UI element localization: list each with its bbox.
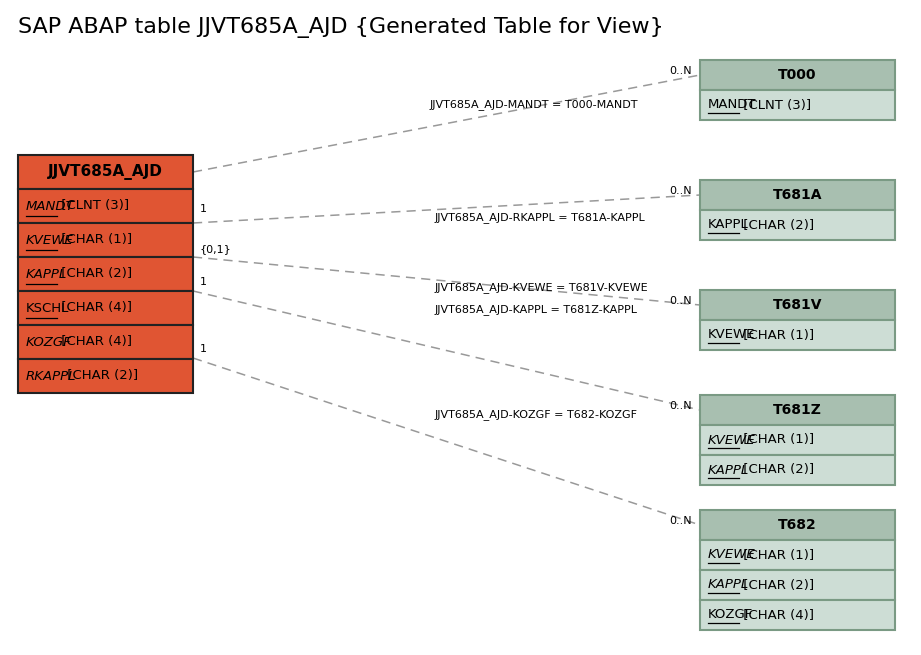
Text: 0..N: 0..N (670, 296, 692, 306)
Bar (18, 189, 193, 223)
Text: [CHAR (1)]: [CHAR (1)] (57, 233, 132, 246)
Text: [CHAR (2)]: [CHAR (2)] (739, 219, 814, 231)
Text: 0..N: 0..N (670, 186, 692, 196)
Text: MANDT: MANDT (26, 200, 75, 212)
Text: [CHAR (4)]: [CHAR (4)] (739, 608, 814, 622)
Bar (18, 291, 193, 325)
Text: JJVT685A_AJD: JJVT685A_AJD (48, 164, 163, 180)
Text: 0..N: 0..N (670, 401, 692, 411)
Text: KVEWE: KVEWE (708, 434, 756, 447)
Text: JJVT685A_AJD-KOZGF = T682-KOZGF: JJVT685A_AJD-KOZGF = T682-KOZGF (435, 409, 638, 421)
Text: MANDT: MANDT (708, 98, 756, 111)
Text: KVEWE: KVEWE (708, 329, 755, 341)
Text: KAPPL: KAPPL (708, 464, 750, 476)
Text: [CHAR (4)]: [CHAR (4)] (57, 301, 132, 314)
Text: JJVT685A_AJD-KAPPL = T681Z-KAPPL: JJVT685A_AJD-KAPPL = T681Z-KAPPL (435, 305, 638, 316)
Bar (700, 290, 895, 320)
Text: [CHAR (2)]: [CHAR (2)] (739, 464, 814, 476)
Text: T682: T682 (778, 518, 817, 532)
Text: KAPPL: KAPPL (708, 219, 749, 231)
Bar (700, 60, 895, 90)
Text: [CLNT (3)]: [CLNT (3)] (57, 200, 129, 212)
Text: 1: 1 (200, 344, 207, 354)
Text: KAPPL: KAPPL (708, 578, 750, 591)
Bar (700, 540, 895, 570)
Text: JJVT685A_AJD-MANDT = T000-MANDT: JJVT685A_AJD-MANDT = T000-MANDT (430, 100, 638, 111)
Bar (700, 320, 895, 350)
Text: [CLNT (3)]: [CLNT (3)] (739, 98, 811, 111)
Text: [CHAR (2)]: [CHAR (2)] (64, 369, 138, 383)
Bar (700, 180, 895, 210)
Bar (18, 155, 193, 189)
Text: T000: T000 (778, 68, 817, 82)
Text: 1: 1 (200, 277, 207, 287)
Text: T681A: T681A (773, 188, 822, 202)
Text: {0,1}: {0,1} (200, 244, 232, 254)
Text: RKAPPL: RKAPPL (26, 369, 76, 383)
Text: [CHAR (1)]: [CHAR (1)] (739, 434, 814, 447)
Bar (18, 359, 193, 393)
Text: JJVT685A_AJD-KVEWE = T681V-KVEWE: JJVT685A_AJD-KVEWE = T681V-KVEWE (435, 282, 648, 293)
Text: [CHAR (2)]: [CHAR (2)] (739, 578, 814, 591)
Bar (700, 510, 895, 540)
Text: KAPPL: KAPPL (26, 267, 67, 280)
Text: 1: 1 (200, 204, 207, 214)
Text: T681V: T681V (773, 298, 822, 312)
Text: [CHAR (1)]: [CHAR (1)] (739, 329, 814, 341)
Text: KOZGF: KOZGF (26, 335, 72, 348)
Bar (700, 395, 895, 425)
Text: 0..N: 0..N (670, 66, 692, 76)
Bar (18, 325, 193, 359)
Text: 0..N: 0..N (670, 516, 692, 526)
Text: [CHAR (1)]: [CHAR (1)] (739, 548, 814, 561)
Bar (700, 210, 895, 240)
Bar (700, 425, 895, 455)
Text: T681Z: T681Z (773, 403, 822, 417)
Text: KOZGF: KOZGF (708, 608, 753, 622)
Text: [CHAR (2)]: [CHAR (2)] (57, 267, 132, 280)
Text: KVEWE: KVEWE (26, 233, 74, 246)
Bar (700, 90, 895, 120)
Bar (700, 600, 895, 630)
Text: JJVT685A_AJD-RKAPPL = T681A-KAPPL: JJVT685A_AJD-RKAPPL = T681A-KAPPL (435, 212, 646, 223)
Text: KVEWE: KVEWE (708, 548, 756, 561)
Text: [CHAR (4)]: [CHAR (4)] (57, 335, 132, 348)
Bar (18, 223, 193, 257)
Bar (700, 570, 895, 600)
Bar (700, 455, 895, 485)
Bar (18, 257, 193, 291)
Text: SAP ABAP table JJVT685A_AJD {Generated Table for View}: SAP ABAP table JJVT685A_AJD {Generated T… (18, 18, 664, 39)
Text: KSCHL: KSCHL (26, 301, 69, 314)
